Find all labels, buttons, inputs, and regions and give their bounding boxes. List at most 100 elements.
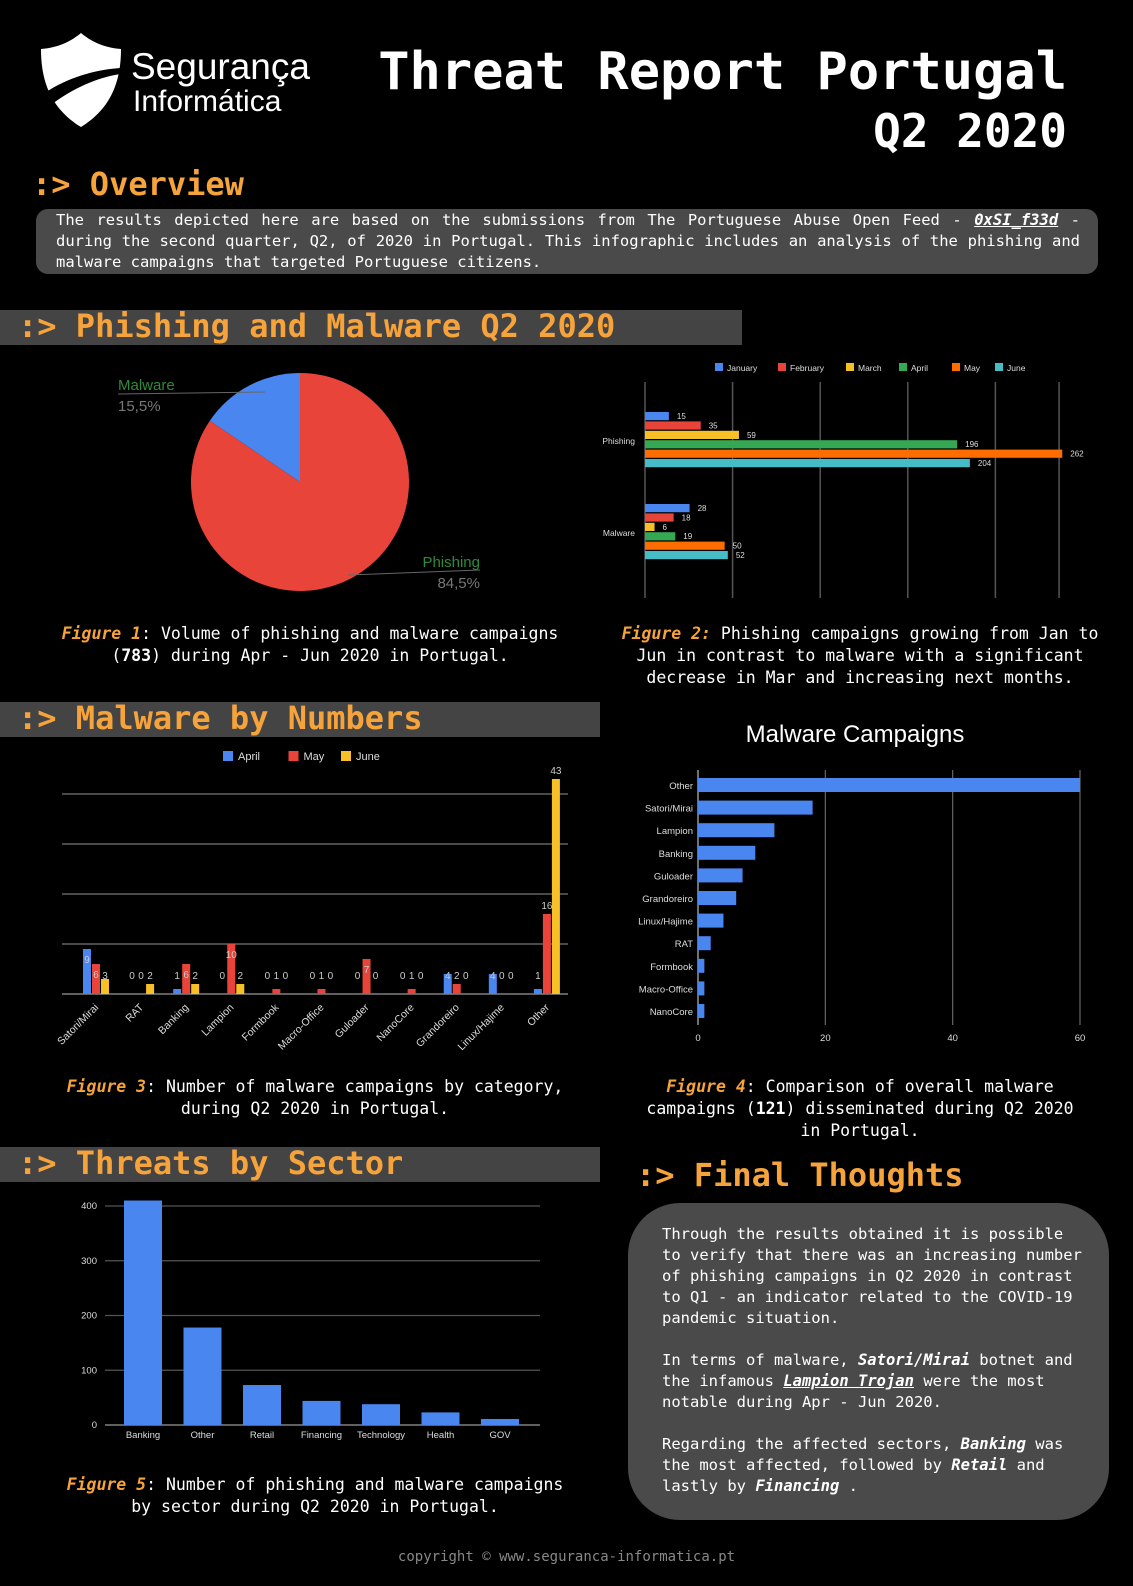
legend-swatch <box>846 363 854 371</box>
category-label: Banking <box>126 1430 160 1441</box>
category-label: RAT <box>675 939 693 950</box>
bar-value-label: 0 <box>499 971 505 982</box>
category-label: Formbook <box>240 1001 282 1043</box>
legend-label: January <box>727 363 758 373</box>
bar <box>645 449 1063 458</box>
bar <box>317 989 326 994</box>
category-label: RAT <box>123 1001 146 1024</box>
bar <box>698 1004 705 1018</box>
bar <box>182 964 191 994</box>
caption-text: Phishing campaigns growing from Jan to <box>710 624 1099 643</box>
caption-text: decrease in Mar and increasing next mont… <box>646 668 1074 687</box>
bar <box>173 989 182 994</box>
bar <box>227 944 236 994</box>
caption-text: : Number of phishing and malware campaig… <box>146 1475 564 1494</box>
category-label: NanoCore <box>650 1007 693 1018</box>
bar <box>698 936 711 951</box>
caption-text: ( <box>111 646 122 665</box>
logo-text-line1: Segurança <box>131 46 310 87</box>
bar-value-label: 52 <box>736 551 745 560</box>
bar-value-label: 43 <box>550 766 562 777</box>
legend-swatch <box>341 751 351 761</box>
bar-value-label: 0 <box>265 971 271 982</box>
legend-label: June <box>1007 363 1026 373</box>
bar <box>421 1412 460 1425</box>
legend-label: February <box>790 363 825 373</box>
caption-text: in Portugal. <box>800 1121 920 1140</box>
bar <box>452 984 461 994</box>
bar <box>236 984 245 994</box>
tick-label: 0 <box>695 1033 700 1044</box>
bar-value-label: 15 <box>677 412 686 421</box>
emphasis: Financing <box>755 1477 840 1495</box>
bar <box>481 1418 519 1425</box>
emphasis: Satori/Mirai <box>857 1351 970 1369</box>
tick-label: 100 <box>81 1365 97 1376</box>
bar <box>645 440 958 449</box>
bar-value-label: 4 <box>490 971 496 982</box>
category-label: Technology <box>357 1430 405 1441</box>
legend-label: June <box>356 751 380 763</box>
category-label: Malware <box>603 528 635 538</box>
bar <box>272 989 281 994</box>
bar-value-label: 262 <box>1070 450 1084 459</box>
bar <box>362 1404 400 1425</box>
bar-value-label: 0 <box>328 971 334 982</box>
bar-value-label: 1 <box>535 971 541 982</box>
bar-value-label: 6 <box>93 970 99 981</box>
figure-label: Figure 1 <box>61 624 142 643</box>
bar-value-label: 204 <box>978 459 992 468</box>
copyright-footer: copyright © www.seguranca-informatica.pt <box>397 1549 736 1565</box>
pie-leader-line <box>117 391 266 395</box>
category-label: Grandoreiro <box>414 1002 462 1050</box>
pie-slice-malware <box>209 373 300 482</box>
tick-label: 60 <box>1075 1033 1086 1044</box>
bar <box>698 981 705 996</box>
bar <box>443 974 452 994</box>
bar <box>551 779 560 994</box>
figure-4-caption: Figure 4: Comparison of overall malware … <box>620 1076 1100 1142</box>
caption-bold: 121 <box>755 1099 786 1118</box>
text: and lastly by <box>662 1456 1045 1495</box>
caption-text: : Volume of phishing and malware campaig… <box>141 624 559 643</box>
bar <box>645 459 970 468</box>
figure-4-bar-chart: Malware Campaigns 0 20 40 60 Other Satori/Mira… <box>638 721 1086 1044</box>
bar-value-label: 10 <box>226 950 238 961</box>
section-title: :> Threats by Sector <box>18 1144 404 1182</box>
bar-value-label: 9 <box>84 955 90 966</box>
bar <box>407 989 416 994</box>
category-label: Satori/Mirai <box>55 1002 101 1048</box>
category-label: Satori/Mirai <box>645 804 693 815</box>
bar <box>698 823 775 838</box>
bar <box>645 522 655 531</box>
category-label: Other <box>669 781 693 792</box>
bar <box>183 1327 222 1425</box>
lampion-link[interactable]: Lampion Trojan <box>783 1372 914 1390</box>
category-label: Retail <box>250 1430 274 1441</box>
text: Regarding the affected sectors, <box>662 1435 961 1453</box>
feed-link[interactable]: 0xSI_f33d <box>974 211 1059 229</box>
overview-box: The results depicted here are based on t… <box>36 209 1098 274</box>
caption-bold: 783 <box>121 646 152 665</box>
chart-title: Malware Campaigns <box>746 721 965 748</box>
bar <box>698 913 724 928</box>
bar <box>92 964 100 994</box>
bar <box>698 958 705 973</box>
tick-label: 300 <box>81 1256 97 1267</box>
figure-2-caption: Figure 2: Phishing campaigns growing fro… <box>600 623 1120 689</box>
report-title: Threat Report Portugal <box>378 42 1067 102</box>
overview-text-part: - during the second quarter, Q2, of 2020… <box>56 211 1080 271</box>
emphasis: Retail <box>951 1456 1008 1474</box>
category-label: Macro-Office <box>639 984 693 995</box>
bar <box>488 974 497 994</box>
legend-swatch <box>995 363 1003 371</box>
bar-value-label: 2 <box>147 971 153 982</box>
bar <box>362 959 371 994</box>
bar-value-label: 18 <box>682 513 691 522</box>
final-paragraph-2: In terms of malware, Satori/Mirai botnet… <box>662 1350 1082 1413</box>
legend-swatch <box>778 363 786 371</box>
figure-1-pie-chart: Malware 15,5% Phishing 84,5% <box>117 373 481 592</box>
text: was the most affected, followed by <box>662 1435 1064 1474</box>
bar-value-label: 0 <box>508 971 514 982</box>
pie-leader-line <box>347 569 481 576</box>
